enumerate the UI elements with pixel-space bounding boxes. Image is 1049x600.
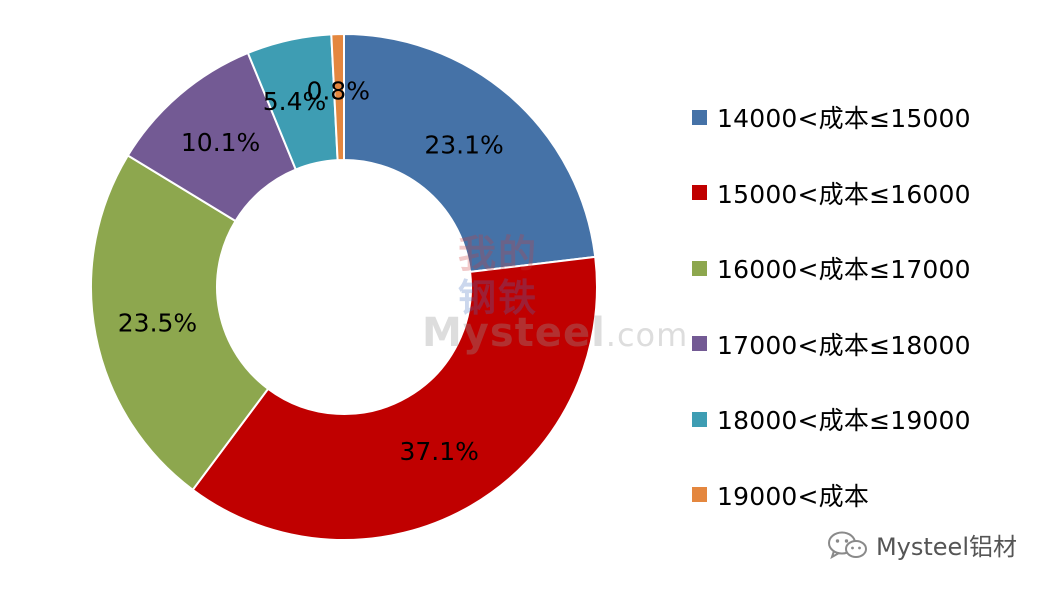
donut-slice-5 [330, 32, 345, 162]
legend-item-2: 16000<成本≤17000 [692, 249, 1032, 287]
legend-swatch-5 [692, 487, 707, 503]
slice-label-2: 23.5% [118, 309, 197, 338]
legend-item-5: 19000<成本 [692, 476, 1032, 514]
legend-label-3: 17000<成本≤18000 [717, 330, 971, 360]
slice-label-5: 0.8% [306, 77, 370, 106]
chart-legend: 14000<成本≤15000 15000<成本≤16000 16000<成本≤1… [692, 98, 1032, 552]
legend-item-3: 17000<成本≤18000 [692, 325, 1032, 363]
donut-slice-0 [343, 32, 597, 273]
legend-item-4: 18000<成本≤19000 [692, 400, 1032, 438]
slice-label-0: 23.1% [424, 130, 503, 159]
legend-label-4: 18000<成本≤19000 [717, 406, 971, 436]
slice-label-group: 23.1% 37.1% 23.5% 10.1%5.4%0.8% [118, 77, 504, 466]
legend-item-0: 14000<成本≤15000 [692, 98, 1032, 136]
legend-swatch-0 [692, 109, 707, 125]
slice-group [90, 32, 598, 541]
slice-label-3: 10.1% [181, 128, 260, 157]
legend-swatch-1 [692, 185, 707, 201]
legend-swatch-4 [692, 411, 707, 427]
legend-item-1: 15000<成本≤16000 [692, 174, 1032, 212]
legend-swatch-3 [692, 336, 707, 352]
wechat-icon [827, 531, 867, 559]
slice-label-4: 5.4% [263, 87, 327, 116]
legend-label-2: 16000<成本≤17000 [717, 255, 971, 285]
donut-slice-2 [90, 154, 270, 492]
slice-label-1: 37.1% [399, 437, 478, 466]
legend-label-5: 19000<成本 [717, 481, 870, 511]
donut-slice-1 [191, 255, 598, 541]
legend-swatch-2 [692, 260, 707, 276]
legend-label-0: 14000<成本≤15000 [717, 104, 971, 133]
legend-label-1: 15000<成本≤16000 [717, 179, 971, 209]
footer-brand: Mysteel铝材 [826, 527, 1017, 562]
footer-brand-label: Mysteel铝材 [875, 533, 1017, 561]
